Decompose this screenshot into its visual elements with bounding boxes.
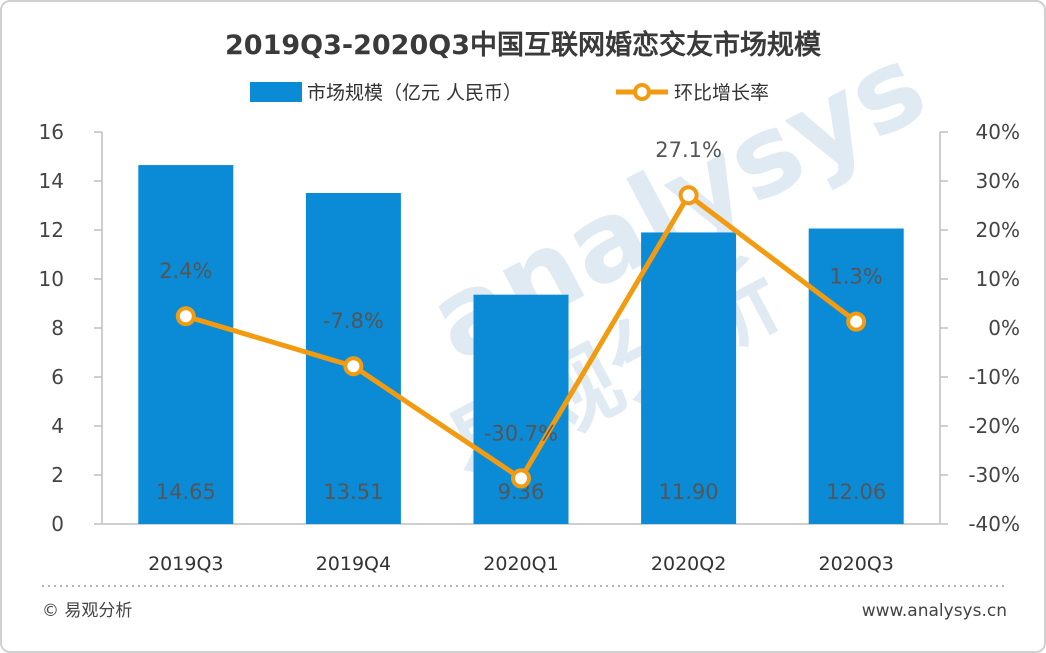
legend-bar-swatch bbox=[250, 82, 302, 102]
y-left-tick-label: 0 bbox=[51, 512, 64, 536]
y-right-tick-label: 0% bbox=[988, 316, 1020, 340]
growth-rate-label: -30.7% bbox=[484, 421, 558, 445]
footer-url: www.analysys.cn bbox=[862, 601, 1007, 621]
growth-rate-labels: 2.4% -7.8% -30.7% 27.1% 1.3% bbox=[159, 138, 883, 445]
bars bbox=[138, 165, 904, 524]
x-tick-label: 2019Q3 bbox=[148, 553, 223, 575]
y-left-tick-label: 2 bbox=[51, 463, 64, 487]
bar-value-label: 12.06 bbox=[826, 480, 886, 504]
y-left-tick-label: 6 bbox=[51, 365, 64, 389]
y-left-tick-label: 4 bbox=[51, 414, 64, 438]
bar bbox=[808, 228, 904, 524]
y-right-tick-label: -10% bbox=[968, 365, 1020, 389]
legend-bar-label: 市场规模（亿元 人民币） bbox=[307, 82, 522, 104]
bar-value-label: 11.90 bbox=[659, 480, 719, 504]
x-tick-label: 2020Q1 bbox=[483, 553, 558, 575]
legend: 市场规模（亿元 人民币） 环比增长率 bbox=[250, 82, 769, 104]
y-left-tick-label: 8 bbox=[51, 316, 64, 340]
legend-line-marker bbox=[633, 83, 651, 101]
growth-rate-label: 27.1% bbox=[655, 138, 722, 162]
x-axis-ticks: 2019Q3 2019Q4 2020Q1 2020Q2 2020Q3 bbox=[148, 553, 894, 575]
bar bbox=[138, 165, 234, 524]
legend-line-label: 环比增长率 bbox=[674, 82, 769, 104]
y-right-tick-label: -40% bbox=[968, 512, 1020, 536]
y-right-tick-label: 20% bbox=[976, 218, 1020, 242]
y-right-tick-label: 40% bbox=[976, 120, 1020, 144]
growth-rate-point bbox=[511, 468, 531, 489]
growth-rate-point bbox=[678, 185, 699, 206]
growth-rate-point bbox=[343, 356, 364, 377]
bar bbox=[641, 232, 737, 524]
y-right-tick-label: 10% bbox=[976, 267, 1020, 291]
axes: 0 2 4 6 8 10 12 14 16 -40% -30% -20% -10% 0% 10% 20% 30%… bbox=[39, 120, 1020, 536]
x-tick-label: 2019Q4 bbox=[316, 553, 391, 575]
y-right-tick-label: -30% bbox=[968, 463, 1020, 487]
footer-source: © 易观分析 bbox=[42, 601, 132, 621]
x-tick-label: 2020Q2 bbox=[651, 553, 726, 575]
y-left-tick-label: 12 bbox=[39, 218, 64, 242]
bar-value-label: 13.51 bbox=[323, 480, 383, 504]
y-right-tick-label: 30% bbox=[976, 169, 1020, 193]
y-left-tick-label: 14 bbox=[39, 169, 64, 193]
growth-rate-label: 2.4% bbox=[159, 259, 212, 283]
chart-title: 2019Q3-2020Q3中国互联网婚恋交友市场规模 bbox=[225, 29, 821, 61]
growth-rate-point bbox=[846, 311, 867, 332]
growth-rate-label: -7.8% bbox=[323, 309, 384, 333]
x-tick-label: 2020Q3 bbox=[818, 553, 893, 575]
bar-value-labels: 14.65 13.51 9.36 11.90 12.06 bbox=[156, 480, 887, 504]
y-right-tick-label: -20% bbox=[968, 414, 1020, 438]
growth-rate-label: 1.3% bbox=[830, 265, 883, 289]
growth-rate-line bbox=[175, 185, 867, 489]
growth-rate-point bbox=[175, 306, 196, 327]
y-left-tick-label: 16 bbox=[39, 120, 64, 144]
bar-value-label: 14.65 bbox=[156, 480, 216, 504]
y-left-tick-label: 10 bbox=[39, 267, 64, 291]
